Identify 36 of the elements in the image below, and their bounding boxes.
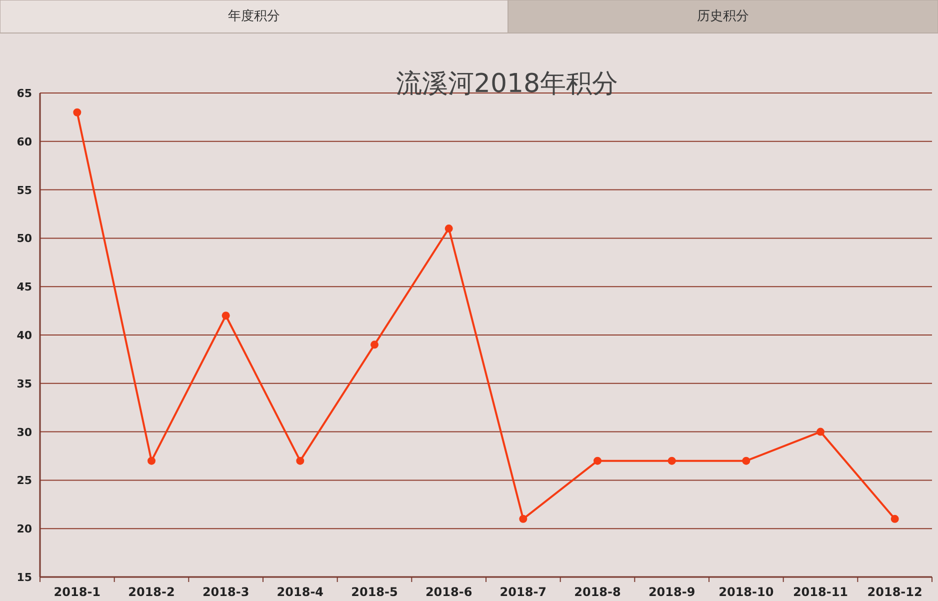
x-tick-label: 2018-4 bbox=[276, 585, 324, 599]
y-tick-label: 20 bbox=[16, 522, 32, 536]
y-tick-label: 60 bbox=[16, 135, 32, 148]
x-tick-label: 2018-10 bbox=[718, 585, 774, 599]
point bbox=[370, 340, 378, 349]
point bbox=[222, 312, 230, 320]
chart-title: 流溪河2018年积分 bbox=[396, 69, 618, 99]
x-tick-label: 2018-1 bbox=[54, 585, 101, 599]
x-tick-label: 2018-7 bbox=[500, 585, 547, 599]
point bbox=[594, 456, 602, 465]
x-tick-label: 2018-5 bbox=[351, 585, 398, 599]
y-tick-label: 30 bbox=[16, 426, 32, 439]
y-tick-label: 35 bbox=[16, 377, 32, 390]
x-tick-label: 2018-2 bbox=[128, 585, 175, 599]
y-tick-label: 65 bbox=[16, 87, 32, 100]
point bbox=[519, 514, 528, 523]
x-tick-label: 2018-8 bbox=[574, 585, 621, 599]
y-tick-label: 15 bbox=[16, 571, 32, 584]
point bbox=[890, 514, 899, 523]
point bbox=[296, 456, 304, 465]
y-tick-label: 55 bbox=[16, 184, 32, 197]
y-tick-label: 40 bbox=[16, 329, 32, 342]
x-tick-label: 2018-3 bbox=[202, 585, 250, 599]
x-tick-label: 2018-9 bbox=[648, 585, 696, 599]
y-tick-label: 25 bbox=[16, 474, 32, 488]
point bbox=[816, 428, 824, 436]
y-tick-label: 50 bbox=[16, 232, 32, 246]
point bbox=[742, 456, 750, 465]
point bbox=[444, 224, 453, 233]
x-tick-label: 2018-6 bbox=[425, 585, 472, 599]
x-tick-label: 2018-12 bbox=[867, 585, 922, 599]
point bbox=[73, 108, 82, 116]
x-tick-label: 2018-11 bbox=[792, 585, 848, 599]
point bbox=[148, 456, 156, 465]
point bbox=[668, 456, 676, 465]
y-tick-label: 45 bbox=[16, 280, 32, 294]
